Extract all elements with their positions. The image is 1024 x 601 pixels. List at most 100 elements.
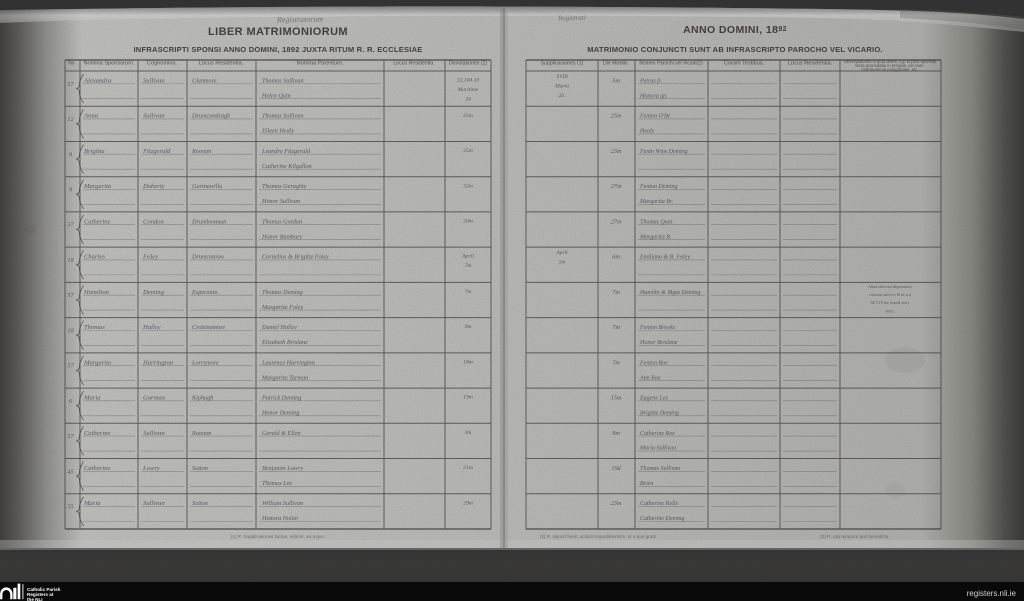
svg-text:25m: 25m bbox=[463, 148, 473, 154]
svg-text:Maria: Maria bbox=[83, 395, 101, 402]
svg-text:Gorman: Gorman bbox=[143, 395, 166, 402]
svg-text:Daniel Halley: Daniel Halley bbox=[261, 324, 297, 331]
svg-text:INFRASCRIPTI SPONSI ANNO DOMIN: INFRASCRIPTI SPONSI ANNO DOMINI, 1892 JU… bbox=[133, 45, 422, 54]
svg-text:27m: 27m bbox=[611, 183, 622, 190]
svg-text:Drumconroo: Drumconroo bbox=[191, 254, 224, 261]
svg-text:Locus Residentia.: Locus Residentia. bbox=[393, 61, 434, 67]
svg-text:2m: 2m bbox=[559, 260, 566, 266]
svg-text:Brigitte Deming: Brigitte Deming bbox=[640, 411, 679, 417]
svg-text:Anna: Anna bbox=[83, 113, 99, 120]
svg-text:Sutton: Sutton bbox=[192, 465, 208, 472]
svg-text:Foley: Foley bbox=[142, 254, 158, 261]
svg-text:25m: 25m bbox=[611, 113, 622, 120]
svg-text:Locus Residentia.: Locus Residentia. bbox=[788, 61, 833, 67]
svg-text:Doherty: Doherty bbox=[142, 183, 165, 190]
svg-text:Gerald & Ellen: Gerald & Ellen bbox=[262, 430, 301, 437]
svg-text:Thomas Lee: Thomas Lee bbox=[262, 480, 292, 487]
svg-text:Drumlomman: Drumlomman bbox=[191, 218, 226, 225]
svg-text:Maria Sullivan: Maria Sullivan bbox=[639, 446, 676, 452]
svg-text:Catherine: Catherine bbox=[84, 218, 110, 225]
svg-text:Sullivan: Sullivan bbox=[143, 78, 165, 85]
svg-text:Hamilton: Hamilton bbox=[83, 289, 110, 296]
svg-text:Thomas Sullivan: Thomas Sullivan bbox=[262, 113, 303, 120]
svg-text:Sullivan: Sullivan bbox=[143, 430, 165, 437]
svg-text:25m: 25m bbox=[463, 113, 473, 119]
svg-text:Lowry: Lowry bbox=[142, 465, 160, 472]
svg-text:Halley: Halley bbox=[142, 324, 161, 331]
svg-text:Maria: Maria bbox=[83, 500, 101, 507]
svg-text:Margarita: Margarita bbox=[83, 183, 112, 190]
svg-text:costuma sitere a M de a a: costuma sitere a M de a a bbox=[869, 292, 911, 297]
svg-text:Helen Quin: Helen Quin bbox=[261, 92, 291, 99]
svg-text:Fentn Wms Deming: Fentn Wms Deming bbox=[639, 149, 688, 155]
svg-text:Honora qn.: Honora qn. bbox=[639, 93, 668, 99]
svg-text:Hamiltn & Mgta Deming: Hamiltn & Mgta Deming bbox=[639, 290, 701, 296]
svg-text:Honora Nolan: Honora Nolan bbox=[261, 515, 298, 522]
svg-text:Thomas Deming: Thomas Deming bbox=[262, 289, 303, 296]
svg-text:7m: 7m bbox=[465, 263, 472, 269]
svg-text:Charles: Charles bbox=[84, 254, 105, 261]
svg-text:XVIII: XVIII bbox=[555, 74, 568, 80]
svg-text:57: 57 bbox=[67, 363, 74, 370]
svg-text:Fenton Deming: Fenton Deming bbox=[639, 184, 678, 190]
svg-text:Die Mobile.: Die Mobile. bbox=[603, 61, 629, 67]
svg-text:Roonan: Roonan bbox=[191, 430, 211, 437]
svg-text:Margarita Foley: Margarita Foley bbox=[261, 304, 303, 311]
svg-text:18: 18 bbox=[67, 257, 74, 264]
svg-text:7m: 7m bbox=[465, 289, 472, 295]
svg-text:Deming: Deming bbox=[142, 289, 165, 296]
svg-text:Sullivan: Sullivan bbox=[143, 500, 165, 507]
svg-text:the NLI: the NLI bbox=[27, 597, 43, 601]
svg-text:Margarita Br.: Margarita Br. bbox=[639, 199, 673, 205]
svg-text:Condon: Condon bbox=[143, 218, 165, 225]
svg-text:Ann Roe: Ann Roe bbox=[639, 375, 661, 381]
svg-text:Denotationes (2): Denotationes (2) bbox=[449, 61, 488, 67]
svg-text:Registratorum: Registratorum bbox=[276, 15, 324, 25]
svg-text:20m: 20m bbox=[463, 219, 473, 225]
svg-text:Honor Bambury: Honor Bambury bbox=[261, 233, 303, 240]
svg-text:Kiphagh: Kiphagh bbox=[191, 395, 213, 402]
svg-text:ANNO DOMINI, 1892: ANNO DOMINI, 1892 bbox=[683, 24, 787, 36]
svg-text:9m: 9m bbox=[465, 324, 472, 330]
svg-text:Thomas Sullivan: Thomas Sullivan bbox=[640, 466, 680, 472]
svg-text:Gortnawilla: Gortnawilla bbox=[192, 183, 222, 190]
svg-text:3m: 3m bbox=[464, 430, 472, 436]
svg-text:57: 57 bbox=[67, 292, 74, 299]
svg-text:Lorrymore: Lorrymore bbox=[191, 359, 219, 366]
svg-text:Nomina Sponsorum.: Nomina Sponsorum. bbox=[84, 61, 135, 67]
svg-text:Martii: Martii bbox=[554, 84, 569, 90]
svg-text:Nomen Parochi vel Vicarii(2): Nomen Parochi vel Vicarii(2) bbox=[639, 61, 703, 67]
svg-text:registers.nli.ie: registers.nli.ie bbox=[967, 589, 1017, 598]
svg-text:William Sullivan: William Sullivan bbox=[262, 500, 303, 507]
svg-text:5m: 5m bbox=[612, 78, 620, 85]
svg-text:Honor Sullivan: Honor Sullivan bbox=[261, 198, 300, 205]
svg-text:Catherine Roe: Catherine Roe bbox=[640, 431, 675, 437]
svg-text:Emiliano & B. Foley: Emiliano & B. Foley bbox=[639, 255, 690, 261]
svg-text:XI/7/10 the bound story: XI/7/10 the bound story bbox=[870, 300, 910, 305]
svg-text:Cognomina.: Cognomina. bbox=[147, 61, 178, 67]
svg-text:23m: 23m bbox=[611, 148, 622, 155]
svg-text:Thomas: Thomas bbox=[84, 324, 105, 331]
svg-text:29m: 29m bbox=[463, 500, 473, 506]
svg-text:Catherine: Catherine bbox=[84, 430, 110, 437]
svg-text:19d: 19d bbox=[611, 465, 621, 472]
svg-text:26.: 26. bbox=[559, 93, 566, 99]
svg-text:LIBER MATRIMONIORUM: LIBER MATRIMONIORUM bbox=[208, 26, 348, 38]
svg-text:Leandro Fitzgerald: Leandro Fitzgerald bbox=[261, 148, 311, 155]
svg-text:matrimonium polygamiae, etc.: matrimonium polygamiae, etc. bbox=[861, 67, 918, 72]
svg-text:Thomas Gordon: Thomas Gordon bbox=[262, 218, 302, 225]
svg-text:Cornelius & Brigitte Foley: Cornelius & Brigitte Foley bbox=[262, 254, 329, 261]
svg-text:Alexandra: Alexandra bbox=[83, 78, 112, 85]
svg-text:Brigitta: Brigitta bbox=[84, 148, 105, 155]
svg-text:Supplicaciones (1): Supplicaciones (1) bbox=[541, 61, 584, 67]
svg-text:Sutton: Sutton bbox=[192, 500, 208, 507]
svg-text:MATRIMONIO CONJUNCTI SUNT AB I: MATRIMONIO CONJUNCTI SUNT AB INFRASCRIPT… bbox=[587, 45, 883, 54]
svg-text:Eileen Healy: Eileen Healy bbox=[261, 128, 294, 135]
svg-text:Catherine Kilgallon: Catherine Kilgallon bbox=[262, 163, 312, 170]
svg-text:27m: 27m bbox=[611, 218, 622, 225]
svg-text:Registrati: Registrati bbox=[557, 14, 586, 22]
svg-text:7m: 7m bbox=[612, 324, 620, 331]
svg-text:Petrus fr.: Petrus fr. bbox=[639, 78, 662, 85]
svg-text:45: 45 bbox=[67, 468, 73, 475]
svg-text:Thomas Geraghty: Thomas Geraghty bbox=[262, 183, 307, 190]
